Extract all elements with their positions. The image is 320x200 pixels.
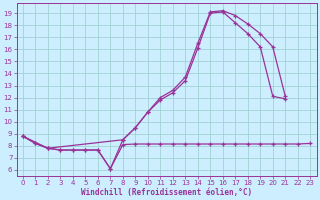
X-axis label: Windchill (Refroidissement éolien,°C): Windchill (Refroidissement éolien,°C) bbox=[81, 188, 252, 197]
